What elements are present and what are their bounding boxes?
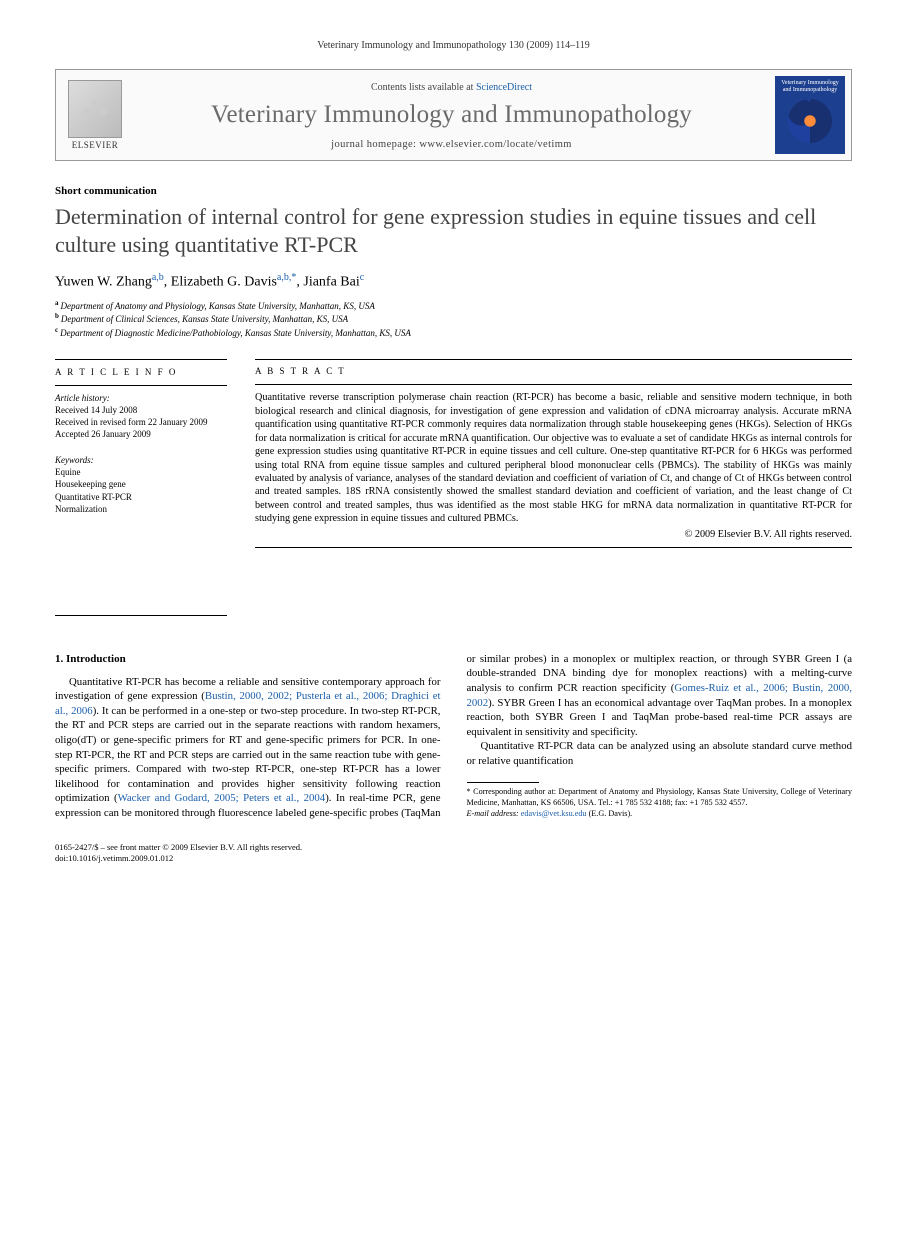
- rule: [55, 385, 227, 386]
- rule: [255, 359, 852, 360]
- citation-link[interactable]: Wacker and Godard, 2005; Peters et al., …: [118, 792, 326, 804]
- aff-label: c: [55, 326, 58, 334]
- aff-text: Department of Clinical Sciences, Kansas …: [61, 314, 348, 324]
- author: Elizabeth G. Davis: [171, 275, 277, 290]
- author-aff: a,b,*: [277, 272, 296, 283]
- aff-label: b: [55, 312, 59, 320]
- history-item: Received 14 July 2008: [55, 404, 227, 416]
- footnote-separator: [467, 782, 539, 783]
- sciencedirect-link[interactable]: ScienceDirect: [476, 82, 532, 93]
- journal-header: ELSEVIER Contents lists available at Sci…: [55, 69, 852, 161]
- aff-text: Department of Diagnostic Medicine/Pathob…: [60, 328, 411, 338]
- article-title: Determination of internal control for ge…: [55, 203, 852, 258]
- journal-name: Veterinary Immunology and Immunopatholog…: [146, 101, 757, 129]
- rule: [255, 384, 852, 385]
- abstract-copyright: © 2009 Elsevier B.V. All rights reserved…: [255, 528, 852, 541]
- header-center: Contents lists available at ScienceDirec…: [134, 70, 769, 160]
- abstract-column: A B S T R A C T Quantitative reverse tra…: [255, 353, 852, 621]
- section-heading: 1. Introduction: [55, 652, 441, 667]
- keywords-block: Keywords: Equine Housekeeping gene Quant…: [55, 454, 227, 515]
- email-line: E-mail address: edavis@vet.ksu.edu (E.G.…: [467, 809, 853, 820]
- contents-available-line: Contents lists available at ScienceDirec…: [146, 82, 757, 93]
- article-type: Short communication: [55, 185, 852, 197]
- body-two-columns: 1. Introduction Quantitative RT-PCR has …: [55, 652, 852, 820]
- affiliation-row: cDepartment of Diagnostic Medicine/Patho…: [55, 326, 852, 340]
- email-link[interactable]: edavis@vet.ksu.edu: [521, 809, 587, 818]
- running-head: Veterinary Immunology and Immunopatholog…: [55, 40, 852, 51]
- author-aff: a,b: [152, 272, 164, 283]
- footnotes: * Corresponding author at: Department of…: [467, 787, 853, 819]
- elsevier-wordmark: ELSEVIER: [72, 140, 119, 150]
- rule: [55, 359, 227, 360]
- history-item: Received in revised form 22 January 2009: [55, 416, 227, 428]
- journal-homepage-line: journal homepage: www.elsevier.com/locat…: [146, 139, 757, 150]
- contents-prefix: Contents lists available at: [371, 82, 476, 93]
- cover-thumb-title: Veterinary Immunology and Immunopatholog…: [775, 76, 845, 95]
- keyword: Quantitative RT-PCR: [55, 491, 227, 503]
- info-abstract-row: A R T I C L E I N F O Article history: R…: [55, 353, 852, 621]
- body-paragraph: Quantitative RT-PCR data can be analyzed…: [467, 739, 853, 768]
- affiliations: aDepartment of Anatomy and Physiology, K…: [55, 299, 852, 340]
- doi-line: doi:10.1016/j.vetimm.2009.01.012: [55, 853, 852, 864]
- rule: [255, 547, 852, 548]
- authors-line: Yuwen W. Zhanga,b, Elizabeth G. Davisa,b…: [55, 272, 852, 291]
- para-text: ). SYBR Green I has an economical advant…: [467, 697, 853, 738]
- keyword: Normalization: [55, 503, 227, 515]
- abstract-text: Quantitative reverse transcription polym…: [255, 391, 852, 526]
- author: Yuwen W. Zhang: [55, 275, 152, 290]
- elsevier-tree-icon: [68, 80, 122, 138]
- author: Jianfa Bai: [303, 275, 359, 290]
- article-info-column: A R T I C L E I N F O Article history: R…: [55, 353, 227, 621]
- article-info-heading: A R T I C L E I N F O: [55, 366, 227, 378]
- keywords-label: Keywords:: [55, 454, 227, 466]
- journal-cover-thumb: Veterinary Immunology and Immunopatholog…: [775, 76, 845, 154]
- email-paren: (E.G. Davis).: [589, 809, 633, 818]
- homepage-url[interactable]: www.elsevier.com/locate/vetimm: [419, 139, 571, 150]
- author-aff: c: [360, 272, 364, 283]
- affiliation-row: bDepartment of Clinical Sciences, Kansas…: [55, 312, 852, 326]
- history-label: Article history:: [55, 392, 227, 404]
- homepage-label: journal homepage:: [331, 139, 419, 150]
- abstract-heading: A B S T R A C T: [255, 366, 852, 378]
- issn-copyright: 0165-2427/$ – see front matter © 2009 El…: [55, 842, 852, 853]
- history-item: Accepted 26 January 2009: [55, 428, 227, 440]
- keyword: Housekeeping gene: [55, 478, 227, 490]
- aff-label: a: [55, 299, 59, 307]
- keyword: Equine: [55, 466, 227, 478]
- rule: [55, 615, 227, 616]
- cover-art-icon: [788, 99, 832, 143]
- para-text: ). It can be performed in a one-step or …: [55, 705, 441, 761]
- email-label: E-mail address:: [467, 809, 519, 818]
- affiliation-row: aDepartment of Anatomy and Physiology, K…: [55, 299, 852, 313]
- elsevier-logo: ELSEVIER: [56, 70, 134, 160]
- corresponding-author-note: * Corresponding author at: Department of…: [467, 787, 853, 808]
- front-matter-line: 0165-2427/$ – see front matter © 2009 El…: [55, 842, 852, 864]
- aff-text: Department of Anatomy and Physiology, Ka…: [61, 301, 375, 311]
